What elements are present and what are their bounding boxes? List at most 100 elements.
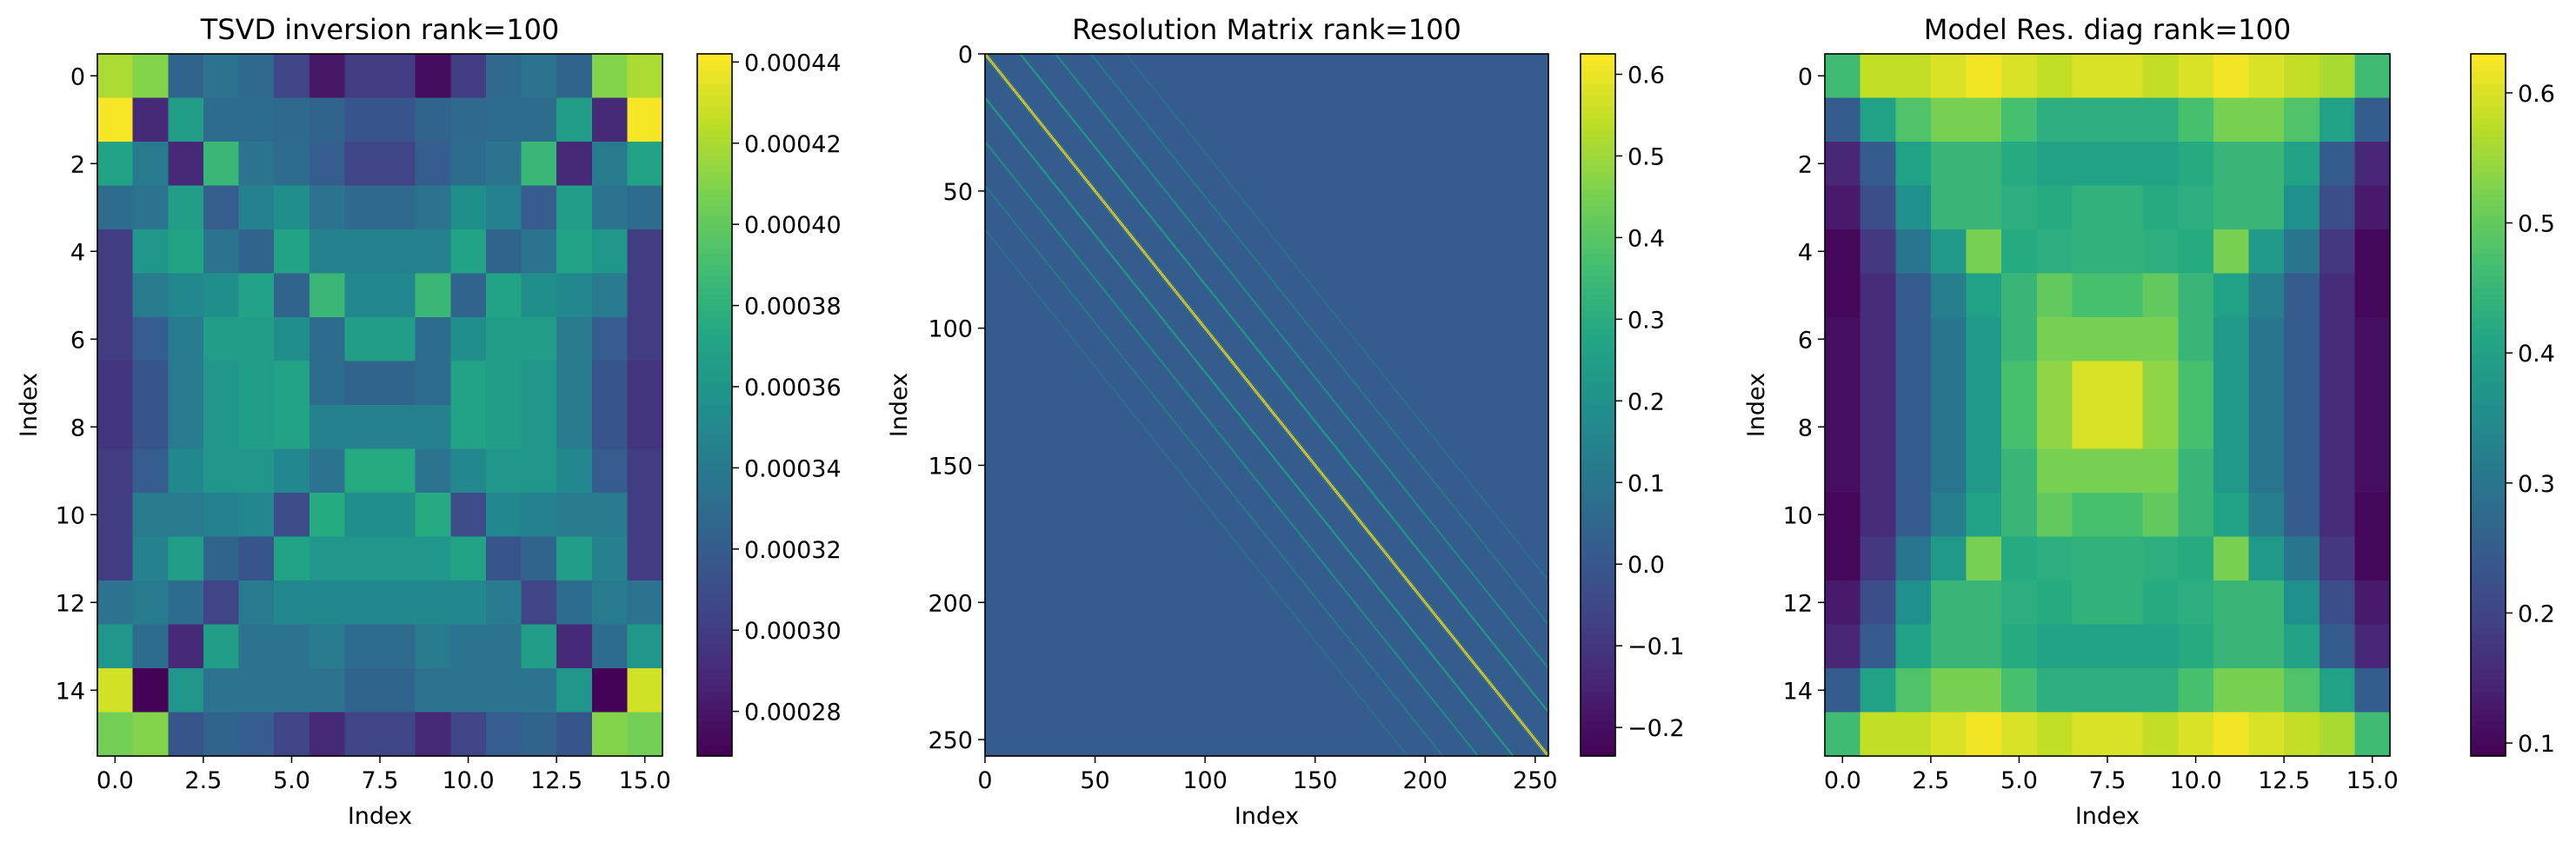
heatmap-cell — [274, 317, 310, 362]
heatmap-cell — [132, 229, 169, 275]
heatmap-cell — [1966, 317, 2002, 362]
colorbar-segment — [1581, 142, 1615, 149]
heatmap-cell — [1860, 273, 1896, 318]
heatmap-cell — [2178, 185, 2214, 230]
heatmap-cell — [238, 229, 275, 275]
heatmap-cell — [2072, 54, 2108, 99]
colorbar-segment — [2471, 668, 2506, 675]
colorbar-segment — [1581, 387, 1615, 395]
heatmap-cell — [2178, 229, 2214, 275]
heatmap-cell — [556, 229, 593, 275]
colorbar-tick-label: 0.00028 — [744, 700, 842, 726]
colorbar-segment — [1581, 703, 1615, 710]
y-tick-label: 10 — [1783, 502, 1813, 529]
heatmap-cell — [203, 668, 240, 713]
heatmap-cell — [1930, 97, 1967, 143]
heatmap-cell — [2036, 536, 2073, 581]
colorbar-segment — [1581, 714, 1615, 722]
heatmap-cell — [2001, 493, 2038, 538]
colorbar-segment — [1581, 446, 1615, 453]
heatmap-cell — [238, 536, 275, 581]
heatmap-cell — [450, 97, 487, 143]
heatmap-cell — [521, 185, 557, 230]
heatmap-cell — [521, 580, 557, 626]
heatmap-cell — [203, 317, 240, 362]
colorbar-segment — [1581, 147, 1615, 155]
colorbar-segment — [697, 235, 732, 242]
colorbar-segment — [2471, 95, 2506, 102]
colorbar-segment — [697, 340, 732, 348]
heatmap-cell — [132, 273, 169, 318]
colorbar-segment — [2471, 487, 2506, 494]
heatmap-cell — [203, 273, 240, 318]
colorbar-segment — [697, 645, 732, 652]
heatmap-cell — [309, 229, 345, 275]
heatmap-cell — [97, 624, 134, 669]
colorbar-segment — [2471, 621, 2506, 628]
colorbar-segment — [697, 258, 732, 265]
heatmap-cell — [380, 624, 416, 669]
heatmap-cell — [168, 405, 204, 450]
heatmap-cell — [238, 142, 275, 187]
heatmap-cell — [203, 229, 240, 275]
heatmap-cell — [2284, 712, 2320, 757]
heatmap-cell — [2142, 142, 2179, 187]
colorbar-segment — [697, 469, 732, 476]
heatmap-cell — [2142, 317, 2179, 362]
matrix-band — [984, 229, 1408, 757]
heatmap-cell — [380, 142, 416, 187]
heatmap-cell — [2319, 317, 2355, 362]
colorbar-segment — [697, 299, 732, 307]
colorbar-segment — [697, 164, 732, 172]
colorbar-segment — [697, 59, 732, 67]
heatmap-cell — [132, 405, 169, 450]
heatmap-cell — [591, 317, 628, 362]
heatmap-cell — [1930, 229, 1967, 275]
heatmap-cell — [415, 624, 451, 669]
colorbar-tick-label: 0.00030 — [744, 618, 842, 645]
heatmap-cell — [2319, 448, 2355, 494]
heatmap-cell — [2001, 405, 2038, 450]
colorbar-segment — [1581, 405, 1615, 412]
heatmap-cell — [1825, 448, 1861, 494]
colorbar-segment — [1581, 521, 1615, 528]
colorbar-segment — [2471, 118, 2506, 125]
heatmap-cell — [2072, 97, 2108, 143]
heatmap-cell — [2248, 317, 2285, 362]
colorbar-segment — [2471, 188, 2506, 196]
colorbar-segment — [2471, 539, 2506, 547]
heatmap-cell — [1930, 448, 1967, 494]
heatmap-cell — [450, 229, 487, 275]
heatmap-cell — [591, 97, 628, 143]
colorbar-tick-label: 0.00042 — [744, 131, 842, 158]
heatmap-cell — [309, 580, 345, 626]
colorbar-segment — [2471, 194, 2506, 201]
colorbar-segment — [697, 673, 732, 681]
heatmap-cell — [2107, 361, 2144, 406]
colorbar-segment — [1581, 615, 1615, 622]
heatmap-cell — [2107, 54, 2144, 99]
colorbar-frame — [696, 53, 733, 757]
colorbar-segment — [2471, 305, 2506, 312]
heatmap-cell — [627, 361, 663, 406]
heatmap-cell — [556, 317, 593, 362]
colorbar-segment — [1581, 76, 1615, 84]
colorbar-segment — [697, 352, 732, 359]
heatmap-cell — [238, 712, 275, 757]
heatmap-cell — [556, 448, 593, 494]
colorbar-segment — [697, 275, 732, 283]
heatmap-cell — [274, 536, 310, 581]
colorbar-segment — [697, 627, 732, 634]
heatmap-cell — [1825, 273, 1861, 318]
colorbar-segment — [697, 434, 732, 441]
heatmap-cell — [1860, 185, 1896, 230]
colorbar-segment — [1581, 668, 1615, 675]
x-tick-label: 7.5 — [2089, 767, 2127, 794]
heatmap-cell — [627, 668, 663, 713]
colorbar-segment — [2471, 457, 2506, 464]
colorbar-segment — [2471, 176, 2506, 183]
colorbar-segment — [697, 252, 732, 260]
heatmap-cell — [415, 493, 451, 538]
heatmap-cell — [2178, 624, 2214, 669]
heatmap-cell — [274, 97, 310, 143]
